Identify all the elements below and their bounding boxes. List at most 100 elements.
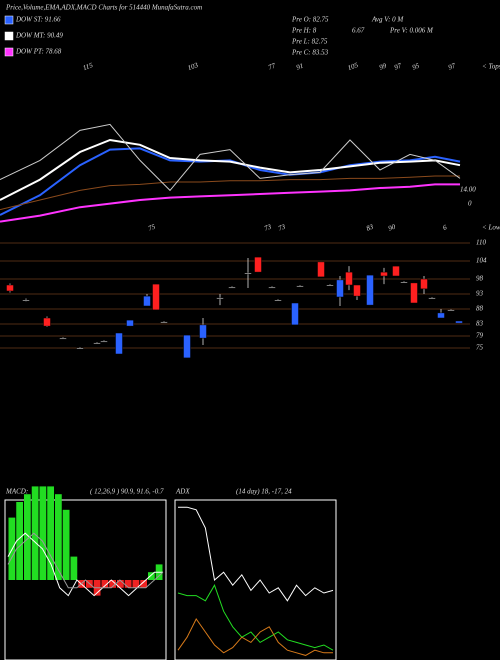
top-label: 95: [411, 62, 421, 72]
candle-body: [380, 271, 388, 277]
candle-body: [76, 347, 84, 350]
candle-body: [326, 284, 334, 287]
series-line: [177, 618, 333, 656]
y-tick-label: 110: [476, 239, 486, 247]
histogram-bar: [148, 572, 155, 580]
y-tick-label: 88: [476, 305, 484, 313]
lows-label: < Lows: [482, 224, 500, 232]
histogram-bar: [140, 580, 147, 588]
top-label: 105: [347, 61, 360, 72]
histogram-bar: [70, 556, 78, 580]
histogram-bar: [55, 494, 62, 580]
info-text: Pre V: 0.006 M: [389, 27, 434, 35]
histogram-bar: [39, 486, 47, 580]
top-label: 97: [447, 62, 457, 72]
candle-body: [183, 334, 191, 359]
top-label: 99: [378, 62, 388, 72]
candle-body: [317, 261, 325, 278]
candle-body: [152, 283, 160, 311]
low-label: 75: [147, 223, 157, 233]
panel-subtitle: (14 day) 18, -17, 24: [236, 488, 292, 496]
annotation: 0: [468, 200, 472, 208]
low-label: 73: [277, 223, 287, 233]
histogram-bar: [117, 580, 124, 588]
tops-label: < Tops: [482, 63, 500, 71]
legend-label: DOW ST: 91.66: [15, 16, 61, 24]
candle-body: [100, 340, 108, 343]
candle-body: [254, 256, 262, 273]
info-text: Pre H: 8: [291, 27, 317, 35]
info-text: Pre L: 82.75: [291, 38, 328, 46]
panel-title: MACD:: [5, 488, 28, 496]
legend-swatch: [4, 31, 14, 41]
series-line: [7, 532, 164, 589]
info-text: Pre O: 82.75: [291, 16, 329, 24]
candle-body: [353, 284, 361, 297]
candle-body: [291, 302, 299, 326]
candle-body: [59, 337, 67, 340]
low-label: 90: [387, 223, 397, 233]
candle-body: [216, 297, 224, 300]
histogram-bar: [24, 494, 31, 580]
low-label: 83: [365, 223, 375, 233]
top-label: 103: [187, 61, 200, 72]
info-text: Avg V: 0 M: [371, 16, 404, 24]
series-line: [0, 175, 460, 211]
top-label: 97: [393, 62, 403, 72]
candle-body: [115, 332, 123, 355]
candle-body: [296, 285, 304, 288]
panel-frame: [4, 499, 167, 660]
low-label: 73: [263, 223, 273, 233]
y-tick-label: 93: [476, 290, 484, 298]
y-tick-label: 75: [476, 344, 484, 352]
y-tick-label: 104: [476, 257, 487, 265]
series-line: [7, 532, 163, 597]
y-tick-label: 79: [476, 332, 484, 340]
candle-body: [437, 312, 445, 319]
info-text: Pre C: 83.53: [291, 49, 329, 57]
histogram-bar: [124, 580, 132, 588]
y-tick-label: 98: [476, 275, 484, 283]
panel-title: ADX: [175, 488, 190, 496]
candle-body: [93, 342, 101, 345]
candle-body: [410, 282, 418, 304]
candle-body: [400, 281, 408, 284]
candle-body: [143, 295, 151, 307]
legend-swatch: [4, 47, 14, 57]
candle-body: [244, 272, 252, 275]
panel-subtitle: ( 12,26,9 ) 90.9, 91.6, -0.7: [90, 488, 164, 496]
low-label: 6: [442, 223, 448, 232]
candle-body: [345, 271, 353, 286]
candle-body: [6, 284, 14, 292]
series-line: [0, 123, 461, 192]
candle-body: [228, 286, 236, 289]
candle-body: [160, 321, 168, 324]
top-label: 91: [295, 62, 304, 72]
series-line: [0, 183, 460, 223]
legend-swatch: [4, 15, 14, 25]
y-tick-label: 83: [476, 320, 484, 328]
candle-body: [268, 286, 276, 289]
candle-body: [455, 320, 463, 324]
candle-body: [274, 299, 282, 302]
histogram-bar: [16, 502, 23, 580]
candle-body: [336, 279, 344, 298]
top-label: 77: [267, 62, 277, 72]
histogram-bar: [47, 486, 54, 580]
candle-body: [199, 324, 207, 339]
candle-body: [366, 274, 374, 306]
series-line: [0, 138, 461, 201]
series-line: [178, 506, 334, 602]
candle-body: [126, 319, 134, 327]
top-label: 115: [82, 61, 95, 72]
candle-body: [428, 297, 436, 300]
annotation: 14.00: [460, 186, 476, 194]
histogram-bar: [31, 486, 39, 580]
legend-label: DOW PT: 78.68: [15, 48, 62, 56]
legend-label: DOW MT: 90.49: [15, 32, 63, 40]
candle-body: [447, 309, 455, 312]
histogram-bar: [132, 580, 140, 588]
series-line: [177, 584, 334, 651]
histogram-bar: [109, 580, 116, 588]
